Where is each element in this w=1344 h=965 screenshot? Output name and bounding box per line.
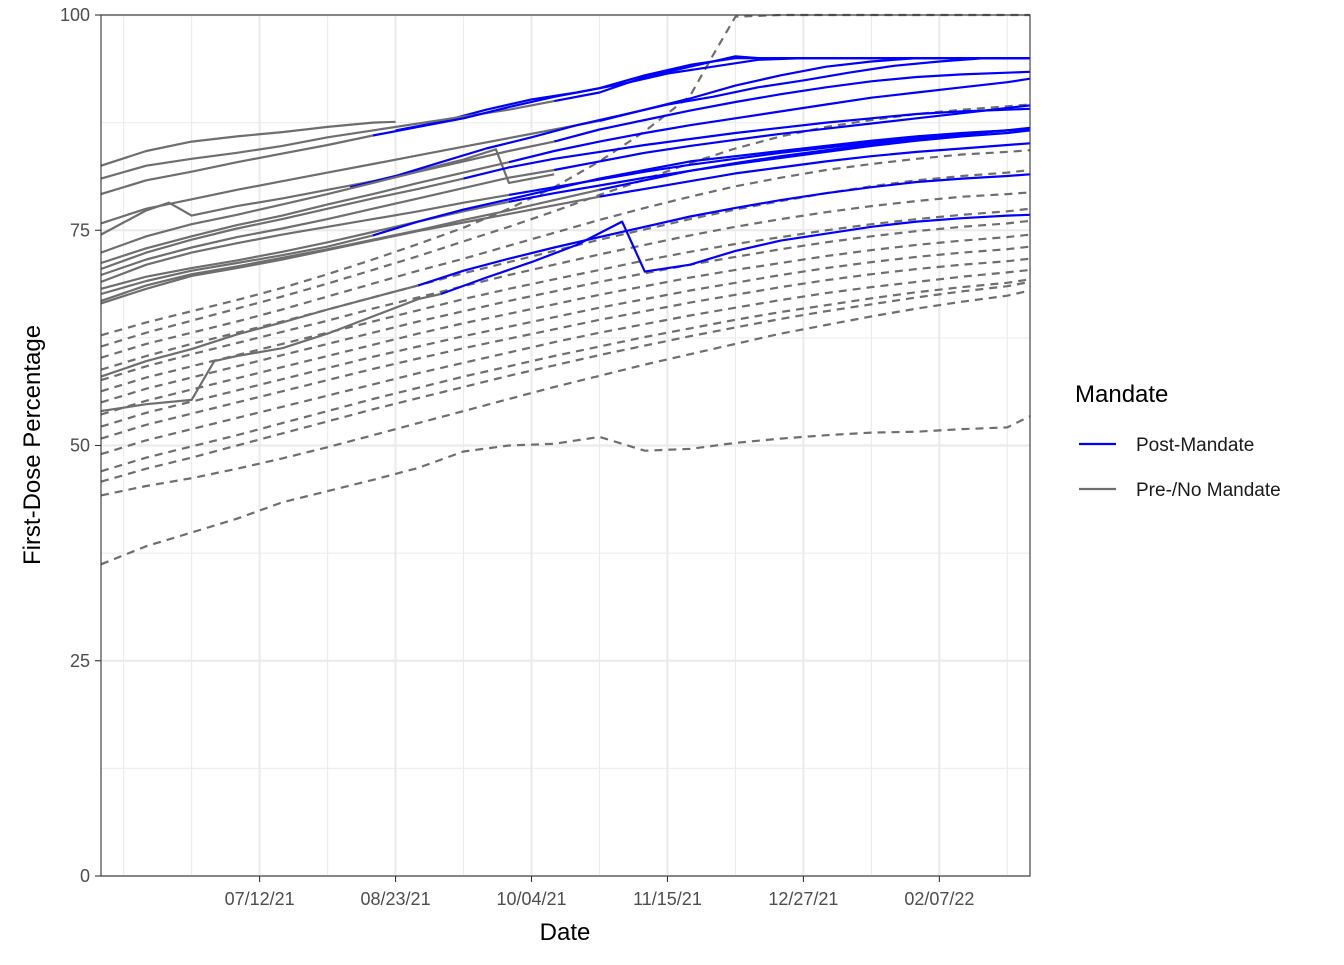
- series-line-34-pre-no-mandate: [100, 149, 1031, 359]
- series-line-14-pre-no-mandate: [100, 177, 464, 271]
- series-line-6-pre-no-mandate: [100, 119, 600, 225]
- solid-series-group: [100, 55, 1031, 413]
- legend-item-post-mandate: Post-Mandate: [1079, 435, 1254, 456]
- series-line-8-pre-no-mandate: [100, 148, 555, 236]
- series-line-23-post-mandate: [372, 128, 1031, 237]
- series-line-46-pre-no-mandate: [100, 415, 1031, 566]
- legend-label-post-mandate: Post-Mandate: [1136, 435, 1254, 456]
- legend-title: Mandate: [1075, 381, 1168, 408]
- series-line-9-post-mandate: [349, 56, 1030, 189]
- x-tick-label: 11/15/21: [633, 889, 702, 909]
- series-line-37-pre-no-mandate: [100, 207, 1031, 393]
- y-tick-label: 50: [70, 436, 90, 456]
- series-line-27-post-mandate: [599, 142, 1031, 198]
- series-line-16-pre-no-mandate: [100, 168, 555, 277]
- x-axis-title: Date: [540, 919, 591, 946]
- series-line-13-post-mandate: [508, 77, 1031, 164]
- series-line-29-post-mandate: [417, 173, 1031, 287]
- series-line-42-pre-no-mandate: [100, 268, 1031, 456]
- series-line-10-pre-no-mandate: [100, 140, 555, 254]
- series-line-44-pre-no-mandate: [100, 280, 1031, 483]
- x-tick-label: 07/12/21: [225, 889, 295, 909]
- x-tick-label: 12/27/21: [768, 889, 838, 909]
- legend-label-pre-no-mandate: Pre-/No Mandate: [1136, 480, 1281, 501]
- series-line-45-pre-no-mandate: [100, 289, 1031, 497]
- series-line-25-post-mandate: [599, 127, 1031, 191]
- x-tick-label: 08/23/21: [361, 889, 431, 909]
- series-line-11-post-mandate: [553, 70, 1031, 143]
- series-line-30-pre-no-mandate: [100, 292, 442, 413]
- series-line-36-pre-no-mandate: [100, 191, 1031, 382]
- series-line-31-post-mandate: [440, 213, 1031, 296]
- legend: Mandate Post-Mandate Pre-/No Mandate: [1075, 381, 1281, 501]
- series-line-15-post-mandate: [463, 107, 1031, 180]
- series-line-18-pre-no-mandate: [100, 193, 510, 283]
- y-tick-label: 25: [70, 651, 90, 671]
- legend-item-pre-no-mandate: Pre-/No Mandate: [1079, 480, 1281, 501]
- series-line-0-pre-no-mandate: [100, 120, 396, 167]
- series-line-43-pre-no-mandate: [100, 278, 1031, 473]
- y-axis: 0 25 50 75 100: [60, 5, 101, 886]
- series-line-12-pre-no-mandate: [100, 161, 510, 265]
- x-tick-label: 02/07/22: [904, 889, 974, 909]
- series-line-22-pre-no-mandate: [100, 234, 374, 296]
- series-line-17-post-mandate: [553, 104, 1031, 172]
- x-tick-label: 10/04/21: [496, 889, 566, 909]
- y-axis-title: First-Dose Percentage: [19, 325, 46, 565]
- series-line-26-pre-no-mandate: [100, 195, 600, 305]
- y-tick-label: 100: [60, 5, 90, 25]
- y-tick-label: 75: [70, 220, 90, 240]
- y-tick-label: 0: [80, 866, 90, 886]
- series-line-28-pre-no-mandate: [100, 284, 419, 378]
- series-line-4-pre-no-mandate: [100, 134, 374, 196]
- x-axis: 07/12/21 08/23/21 10/04/21 11/15/21 12/27/21…: [225, 876, 974, 909]
- series-line-21-post-mandate: [508, 129, 1031, 203]
